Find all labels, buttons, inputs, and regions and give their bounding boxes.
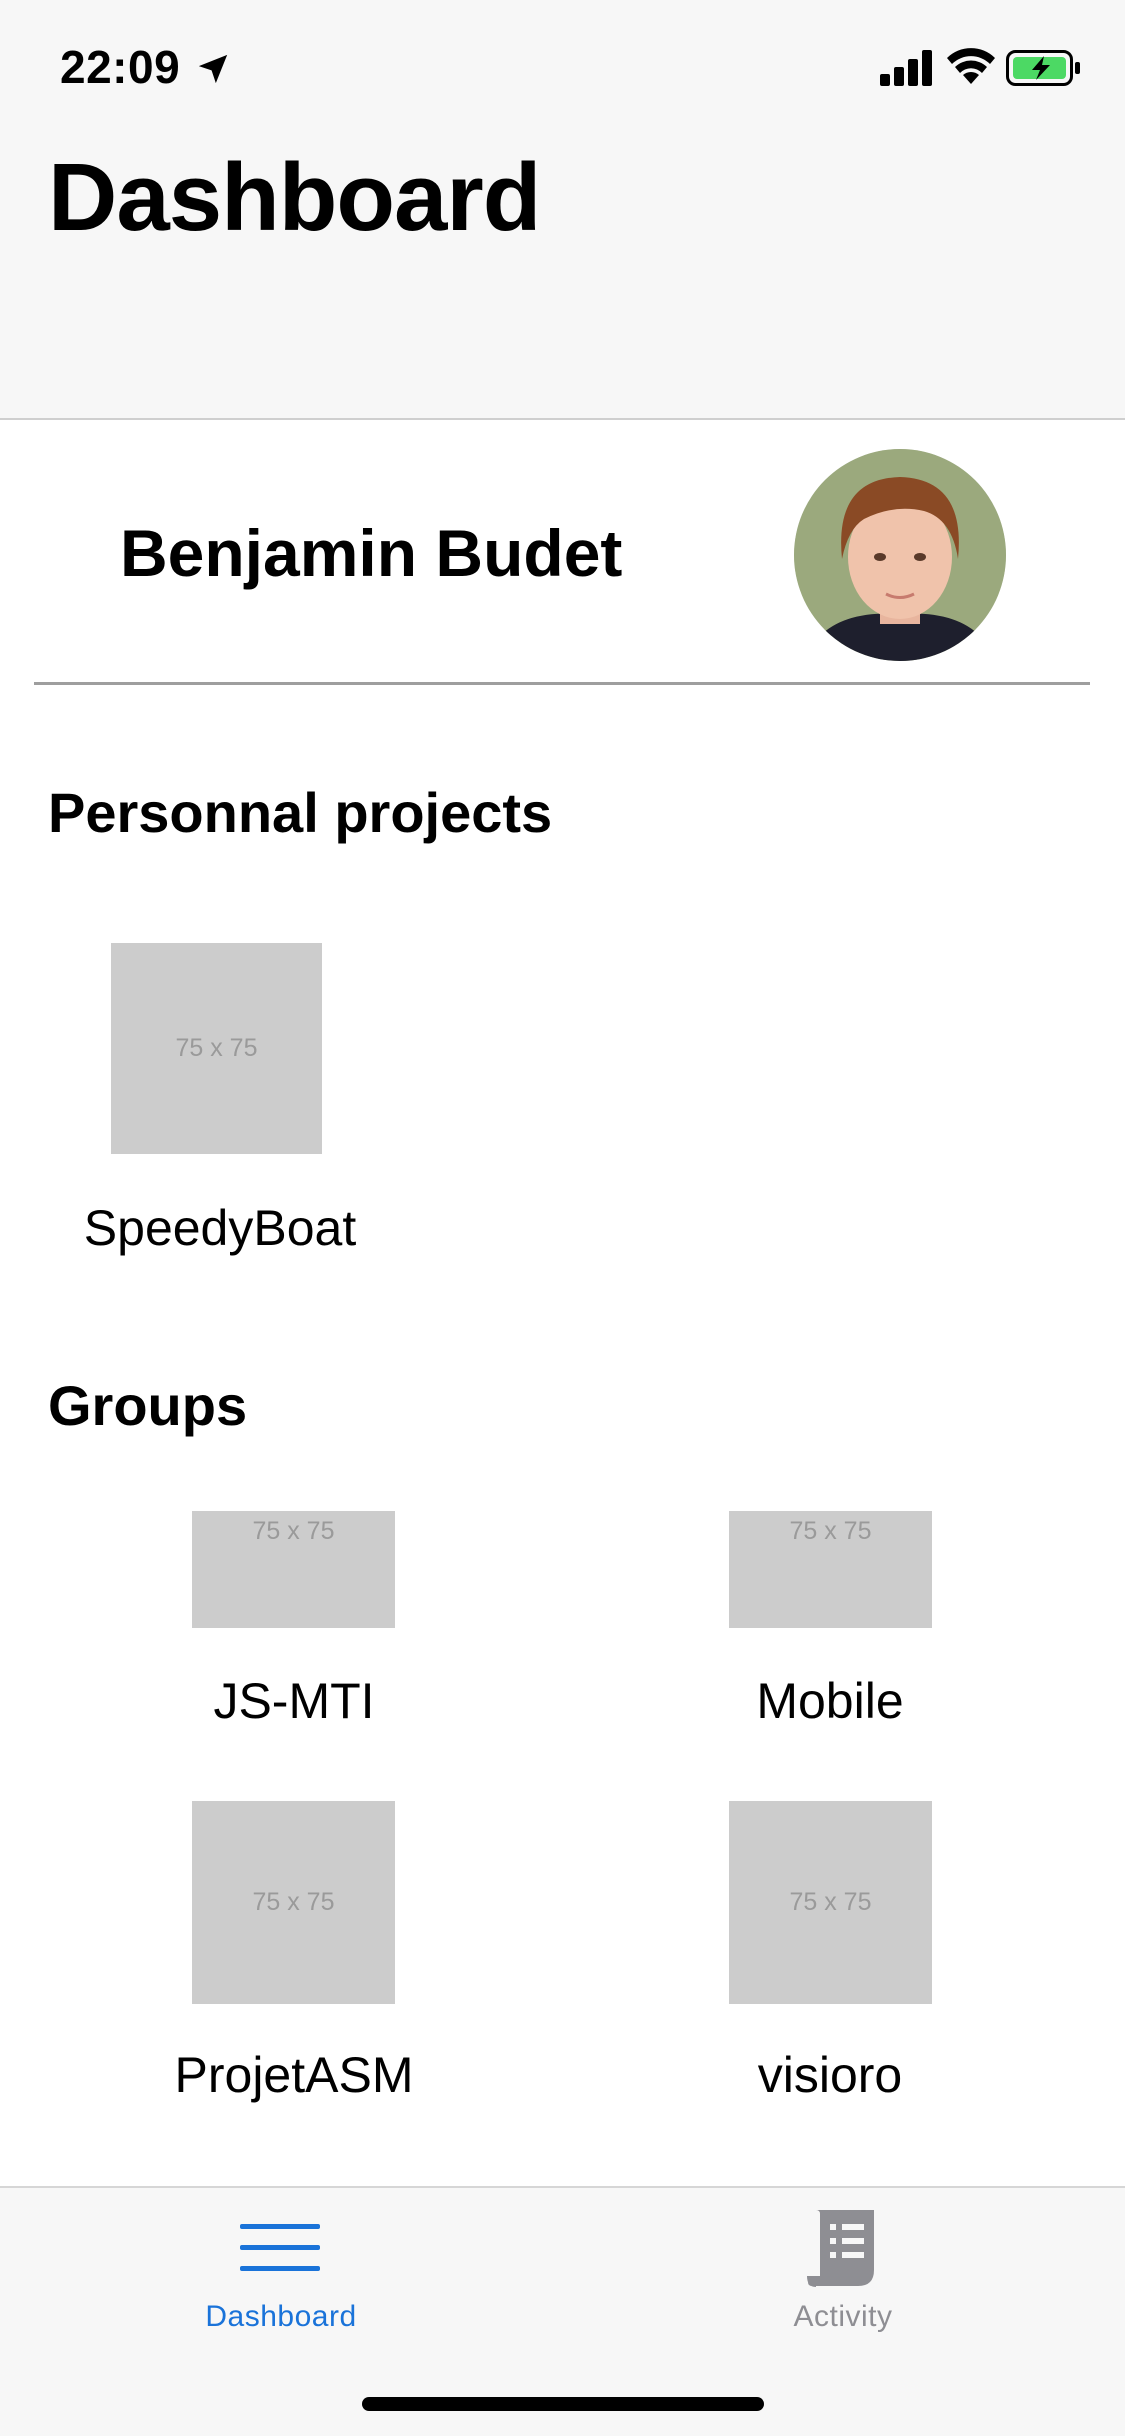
tab-label: Dashboard xyxy=(205,2300,357,2333)
group-label[interactable]: JS-MTI xyxy=(213,1673,375,1729)
thumbnail-placeholder-text: 75 x 75 xyxy=(175,1034,258,1062)
groups-title: Groups xyxy=(48,1374,248,1437)
project-thumbnail[interactable]: 75 x 75 xyxy=(111,943,322,1154)
group-thumbnail[interactable]: 75 x 75 xyxy=(192,1511,395,1628)
navigation-header xyxy=(0,132,1125,420)
page-title: Dashboard xyxy=(48,144,541,251)
project-label[interactable]: SpeedyBoat xyxy=(83,1200,357,1256)
tab-bar: Dashboard Activity xyxy=(0,2186,1125,2436)
personal-projects-title: Personnal projects xyxy=(48,781,553,844)
location-arrow-icon xyxy=(198,54,228,84)
group-thumbnail[interactable]: 75 x 75 xyxy=(729,1801,932,2004)
cellular-signal-icon xyxy=(880,50,932,86)
group-label[interactable]: visioro xyxy=(757,2047,903,2103)
avatar[interactable] xyxy=(794,449,1006,661)
receipt-icon xyxy=(807,2210,874,2287)
tab-label: Activity xyxy=(793,2300,893,2333)
wifi-icon xyxy=(947,48,995,84)
group-label[interactable]: ProjetASM xyxy=(174,2047,414,2103)
profile-divider xyxy=(34,682,1090,685)
group-thumbnail[interactable]: 75 x 75 xyxy=(192,1801,395,2004)
menu-icon xyxy=(240,2224,320,2271)
avatar-photo xyxy=(794,449,1006,661)
thumbnail-placeholder-text: 75 x 75 xyxy=(789,1888,872,1916)
tab-dashboard[interactable]: Dashboard xyxy=(0,2188,562,2388)
status-time: 22:09 xyxy=(60,41,181,93)
profile-name: Benjamin Budet xyxy=(120,516,623,590)
thumbnail-placeholder-text: 75 x 75 xyxy=(252,1517,335,1545)
home-indicator xyxy=(362,2397,764,2411)
thumbnail-placeholder-text: 75 x 75 xyxy=(789,1517,872,1545)
tab-activity[interactable]: Activity xyxy=(562,2188,1124,2388)
thumbnail-placeholder-text: 75 x 75 xyxy=(252,1888,335,1916)
status-bar: 22:09 xyxy=(0,0,1125,132)
group-thumbnail[interactable]: 75 x 75 xyxy=(729,1511,932,1628)
battery-charging-icon xyxy=(1006,50,1080,86)
group-label[interactable]: Mobile xyxy=(756,1673,904,1729)
